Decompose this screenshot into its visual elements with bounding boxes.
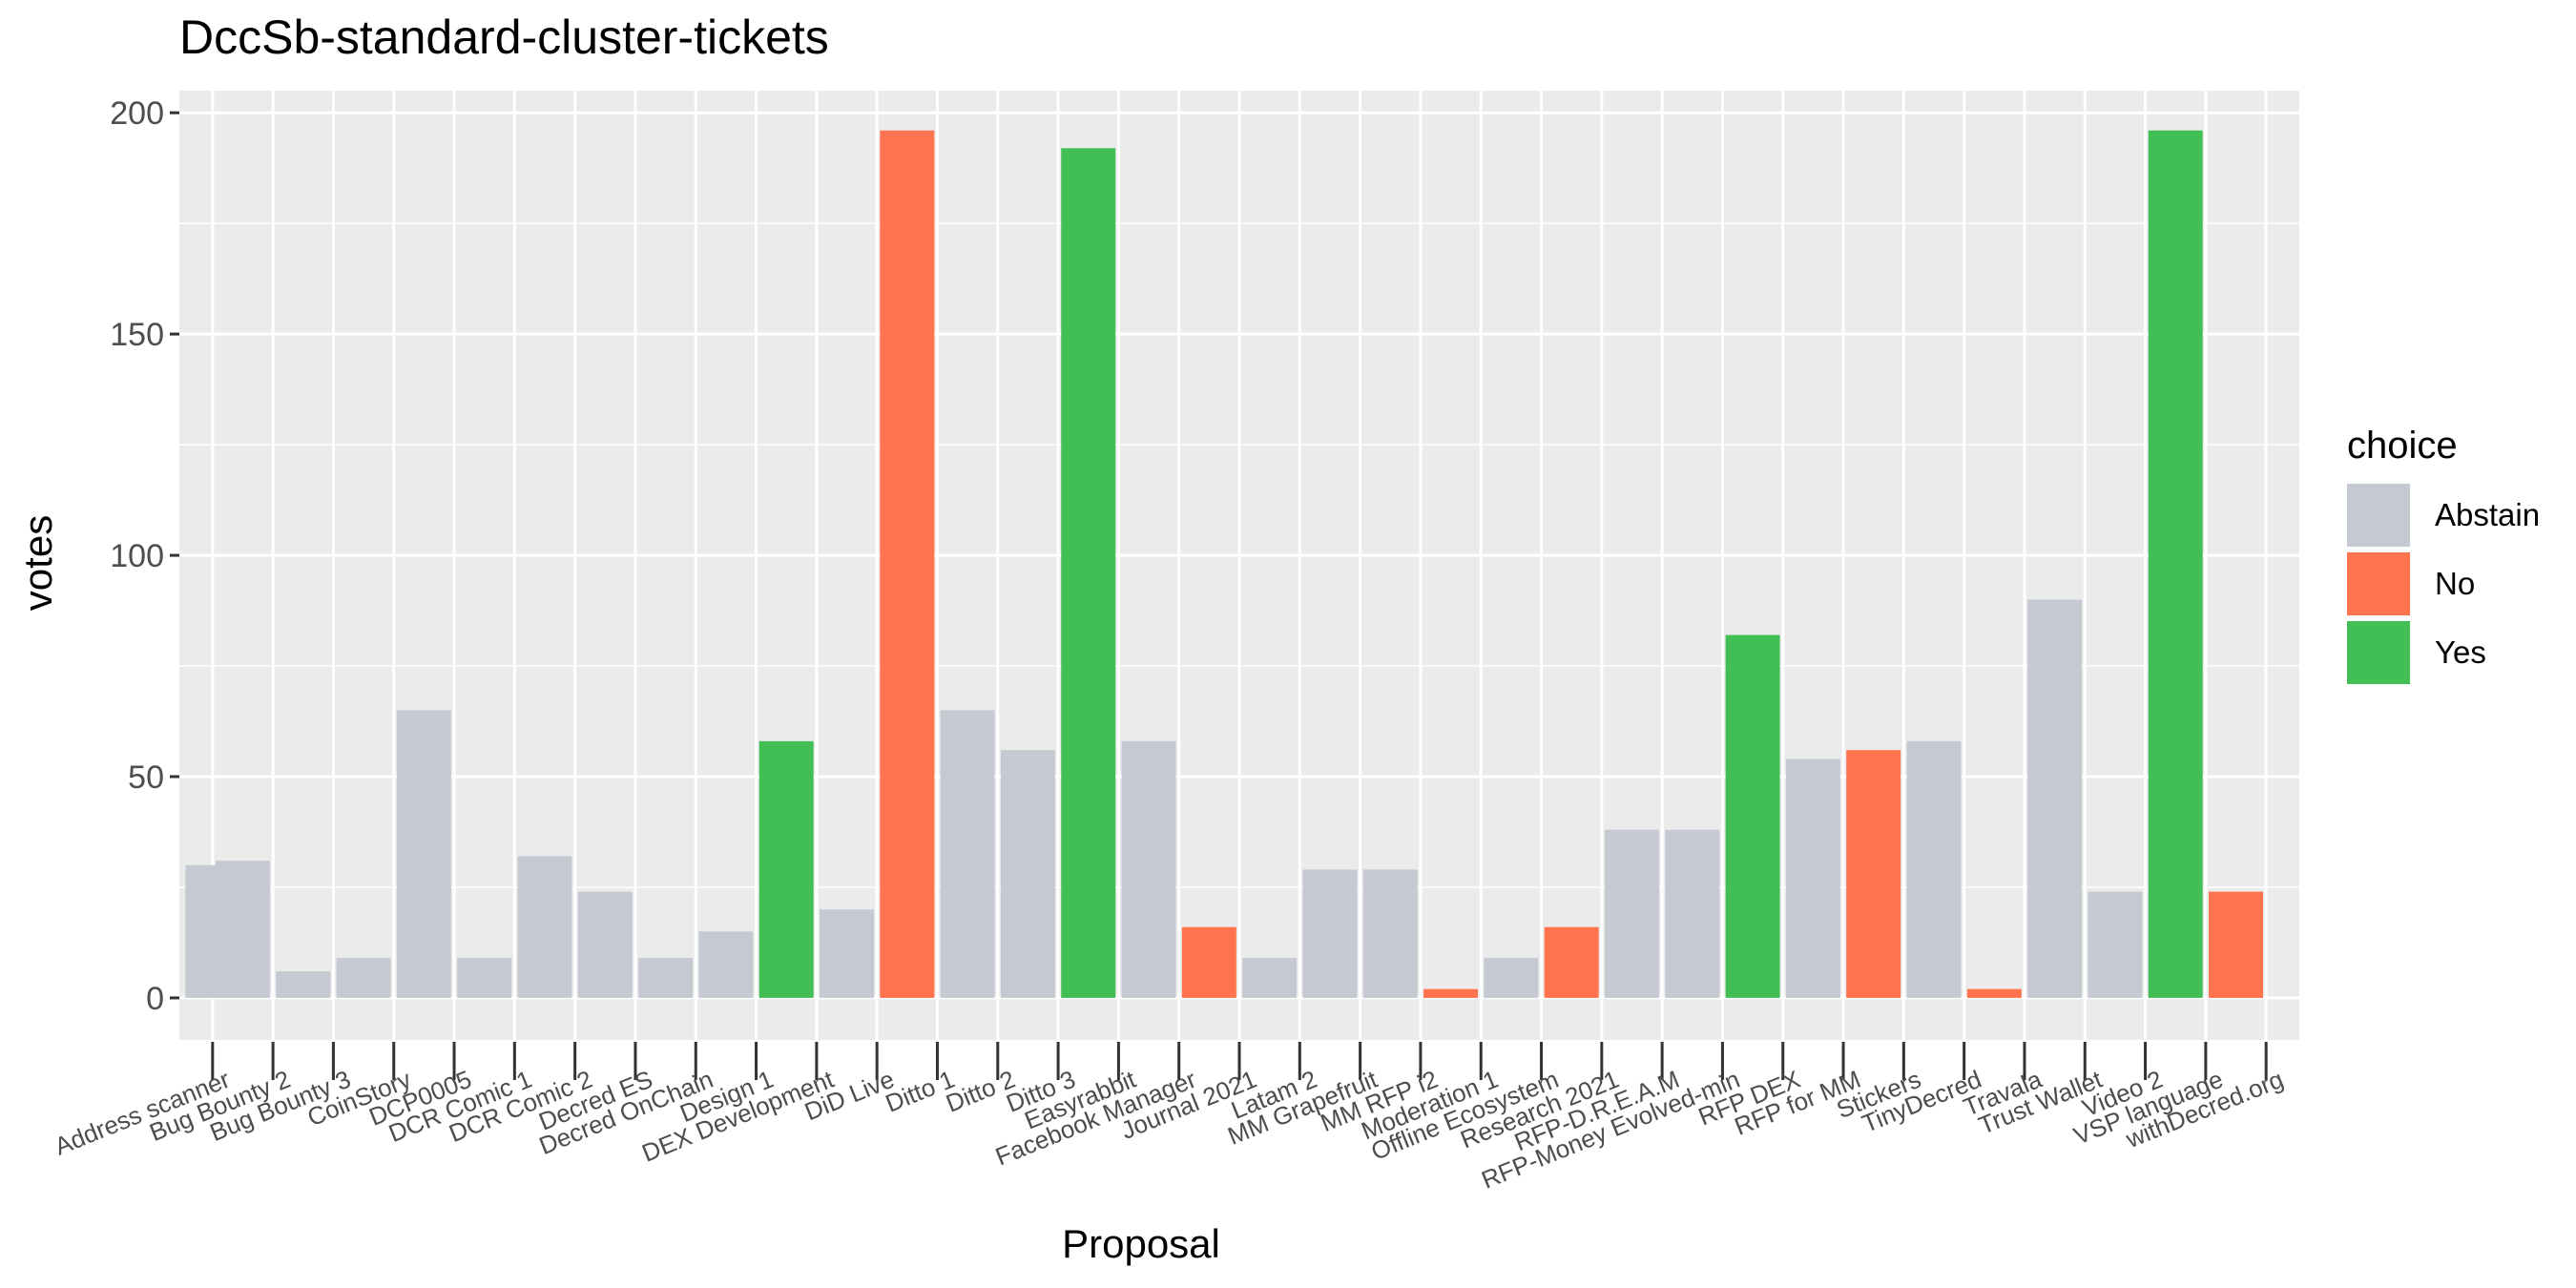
legend-item-abstain: Abstain xyxy=(2347,481,2540,550)
y-tick-label: 150 xyxy=(110,317,164,353)
bar xyxy=(1302,869,1358,998)
bar xyxy=(1604,829,1659,998)
legend-swatch-yes xyxy=(2347,621,2410,684)
bar xyxy=(758,740,814,998)
bar xyxy=(1362,869,1418,998)
bar xyxy=(1846,750,1901,998)
bar xyxy=(1785,758,1840,998)
chart-title: DccSb-standard-cluster-tickets xyxy=(179,10,829,64)
bar xyxy=(396,710,451,998)
bar xyxy=(1725,634,1780,998)
bar xyxy=(1423,988,1479,998)
bar xyxy=(1242,958,1298,998)
bar xyxy=(940,710,995,998)
bar xyxy=(457,958,512,998)
bar xyxy=(1665,829,1720,998)
legend-label-no: No xyxy=(2435,566,2476,601)
y-tick-label: 50 xyxy=(128,759,164,796)
bar xyxy=(638,958,694,998)
bar xyxy=(215,861,270,998)
bar xyxy=(1484,958,1539,998)
legend-swatch-no xyxy=(2347,552,2410,615)
x-axis-title: Proposal xyxy=(1062,1221,1220,1266)
legend-item-no: No xyxy=(2347,550,2540,618)
legend-label-abstain: Abstain xyxy=(2435,497,2541,532)
bar xyxy=(517,856,572,998)
bar xyxy=(2027,599,2083,998)
bars xyxy=(185,130,2264,998)
bar xyxy=(1906,740,1962,998)
legend-item-yes: Yes xyxy=(2347,618,2540,687)
bar xyxy=(698,931,754,998)
y-tick-label: 0 xyxy=(146,981,164,1017)
legend: choice Abstain No Yes xyxy=(2347,425,2540,687)
legend-label-yes: Yes xyxy=(2435,634,2486,670)
legend-swatch-abstain xyxy=(2347,484,2410,547)
bar xyxy=(1061,148,1116,998)
bar xyxy=(2209,891,2264,998)
bar xyxy=(880,130,935,998)
bar xyxy=(336,958,391,998)
bar xyxy=(820,909,875,998)
bar xyxy=(276,971,331,998)
bar xyxy=(1181,926,1236,998)
y-tick-label: 200 xyxy=(110,95,164,132)
y-axis: 0 50 100 150 200 xyxy=(110,95,179,1017)
bar xyxy=(2088,891,2143,998)
y-axis-title: votes xyxy=(15,514,60,612)
legend-title: choice xyxy=(2347,425,2458,467)
bar xyxy=(1121,740,1176,998)
bar xyxy=(2148,130,2203,998)
y-tick-label: 100 xyxy=(110,538,164,574)
bar xyxy=(1966,988,2022,998)
bar xyxy=(1544,926,1599,998)
bar xyxy=(577,891,633,998)
bar xyxy=(1000,750,1055,998)
